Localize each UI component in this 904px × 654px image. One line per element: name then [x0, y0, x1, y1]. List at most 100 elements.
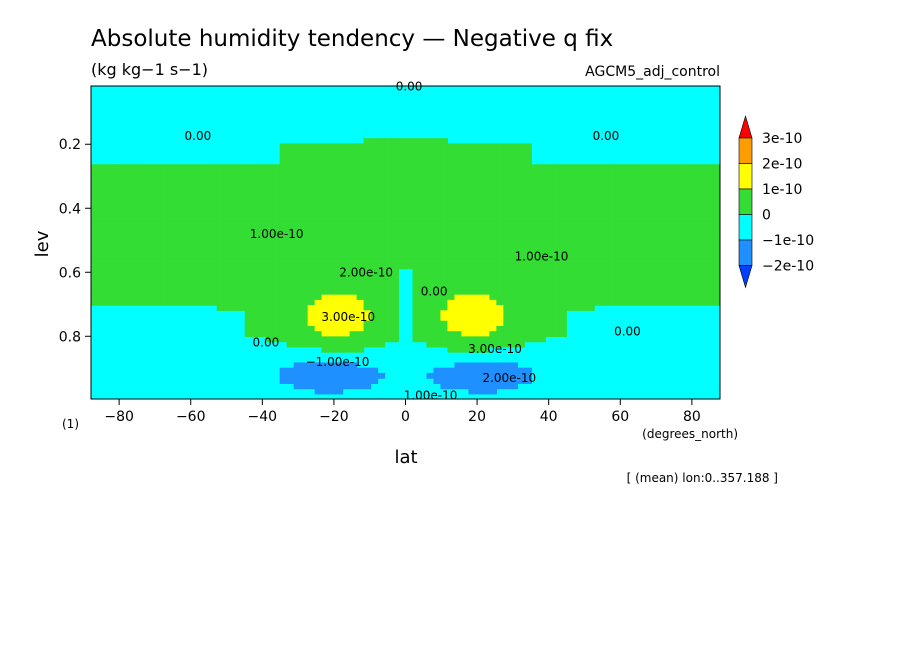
field-cell: [426, 336, 435, 343]
field-cell: [265, 284, 274, 291]
field-cell: [475, 279, 483, 285]
field-cell: [699, 200, 707, 207]
field-cell: [629, 195, 637, 202]
field-cell: [181, 226, 190, 233]
field-cell: [713, 179, 720, 186]
field-cell: [489, 273, 497, 280]
field-cell: [104, 179, 113, 186]
field-cell: [482, 205, 490, 212]
field-cell: [503, 247, 511, 254]
field-cell: [447, 174, 456, 181]
field-cell: [692, 242, 700, 249]
field-cell: [363, 305, 372, 311]
field-cell: [405, 169, 414, 176]
field-cell: [356, 205, 365, 212]
field-cell: [713, 258, 720, 264]
field-cell: [328, 294, 337, 301]
field-cell: [447, 299, 456, 306]
field-cell: [657, 200, 665, 207]
field-cell: [496, 237, 504, 244]
field-cell: [503, 294, 511, 301]
field-cell: [636, 289, 644, 296]
contour-label: 0.00: [396, 80, 423, 94]
field-cell: [125, 185, 134, 191]
field-cell: [363, 294, 372, 301]
field-cell: [531, 289, 539, 296]
field-cell: [545, 226, 553, 233]
field-cell: [265, 190, 274, 197]
field-cell: [559, 279, 567, 285]
field-cell: [391, 242, 400, 249]
field-cell: [258, 195, 267, 202]
field-cell: [209, 268, 218, 275]
field-cell: [440, 305, 449, 311]
field-cell: [216, 179, 225, 186]
field-cell: [699, 289, 707, 296]
field-cell: [391, 211, 400, 218]
field-cell: [307, 169, 316, 176]
field-cell: [286, 310, 295, 317]
field-cell: [97, 284, 106, 291]
field-cell: [405, 143, 414, 150]
field-cell: [447, 195, 456, 202]
field-cell: [244, 179, 253, 186]
field-cell: [496, 268, 504, 275]
field-cell: [559, 216, 567, 223]
field-cell: [230, 273, 239, 280]
field-cell: [265, 200, 274, 207]
field-cell: [433, 367, 442, 374]
field-cell: [244, 279, 253, 285]
field-cell: [524, 378, 532, 384]
field-cell: [482, 164, 490, 171]
field-cell: [524, 263, 532, 270]
field-cell: [321, 174, 330, 181]
field-cell: [559, 273, 567, 280]
field-cell: [587, 221, 595, 228]
field-cell: [202, 221, 211, 228]
field-cell: [258, 216, 267, 223]
field-cell: [272, 315, 281, 322]
field-cell: [97, 289, 106, 296]
field-cell: [307, 362, 316, 369]
field-cell: [293, 289, 302, 296]
field-cell: [489, 211, 497, 218]
field-cell: [244, 185, 253, 191]
field-cell: [545, 294, 553, 301]
field-cell: [328, 279, 337, 285]
field-cell: [111, 252, 120, 259]
field-cell: [524, 226, 532, 233]
field-cell: [419, 336, 428, 343]
field-cell: [160, 179, 169, 186]
field-cell: [531, 195, 539, 202]
field-cell: [580, 226, 588, 233]
field-cell: [419, 237, 428, 244]
field-cell: [244, 242, 253, 249]
field-cell: [181, 299, 190, 306]
field-cell: [545, 325, 553, 332]
field-cell: [545, 216, 553, 223]
field-cell: [587, 252, 595, 259]
field-cell: [321, 263, 330, 270]
field-cell: [671, 226, 679, 233]
field-cell: [237, 164, 246, 171]
field-cell: [97, 164, 106, 171]
field-cell: [188, 299, 197, 306]
field-cell: [377, 331, 386, 337]
field-cell: [377, 179, 386, 186]
field-cell: [181, 185, 190, 191]
field-cell: [531, 273, 539, 280]
field-cell: [538, 294, 546, 301]
field-cell: [328, 143, 337, 150]
field-cell: [146, 216, 155, 223]
field-cell: [552, 242, 560, 249]
field-cell: [153, 237, 162, 244]
field-cell: [461, 341, 469, 348]
field-cell: [559, 200, 567, 207]
field-cell: [174, 179, 183, 186]
field-cell: [699, 195, 707, 202]
field-cell: [468, 341, 476, 348]
field-cell: [482, 320, 490, 327]
field-cell: [314, 305, 323, 311]
field-cell: [552, 268, 560, 275]
field-cell: [433, 143, 442, 150]
